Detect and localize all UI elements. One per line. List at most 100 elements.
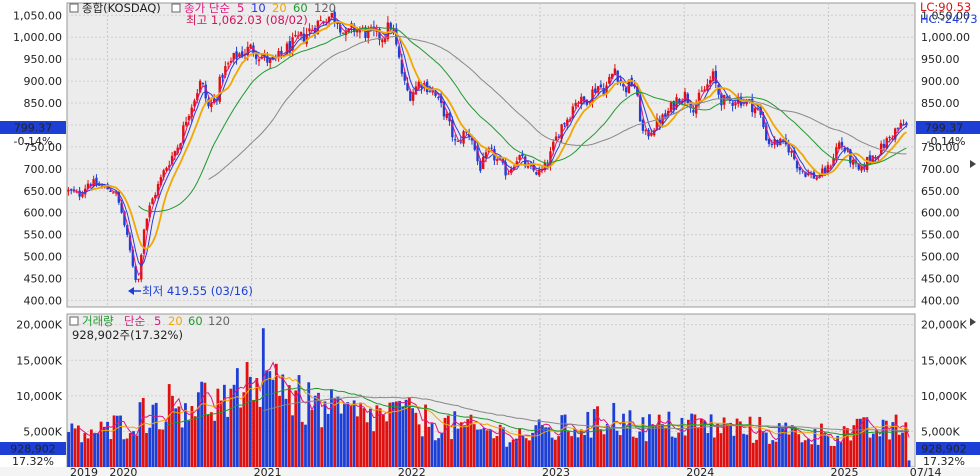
- candle-body: [723, 95, 726, 105]
- candle-body: [218, 76, 221, 102]
- candle-body: [367, 28, 370, 39]
- candle-body: [871, 155, 874, 163]
- volume-bar: [677, 432, 681, 467]
- candle-body: [173, 151, 177, 156]
- candle-body: [731, 103, 734, 106]
- volume-bar: [485, 430, 489, 467]
- scroll-right-icon[interactable]: [970, 318, 976, 326]
- candle-body: [512, 166, 516, 169]
- volume-bar: [625, 427, 629, 467]
- volume-bar: [229, 388, 233, 467]
- candle-body: [226, 63, 230, 65]
- candle-body: [798, 166, 802, 171]
- candle-body: [680, 100, 684, 104]
- volume-bar: [531, 432, 535, 467]
- candle-body: [748, 99, 751, 101]
- volume-bar: [443, 417, 447, 467]
- volume-bar: [842, 426, 846, 467]
- candle-body: [131, 249, 135, 267]
- current-volume-pct-right: 17.32%: [923, 455, 965, 468]
- volume-bar: [683, 435, 687, 467]
- candle-body: [109, 190, 112, 192]
- candle-body: [496, 159, 499, 161]
- x-tick-label: 2022: [398, 466, 426, 476]
- candle-body: [302, 33, 306, 42]
- volume-bar: [349, 406, 353, 467]
- volume-bar: [511, 439, 515, 467]
- candle-body: [857, 164, 860, 170]
- price-y-tick-left: 1,050.00: [13, 9, 62, 22]
- hc-readout: HC:-24.73: [920, 12, 978, 26]
- candle-body: [142, 229, 146, 254]
- volume-bar: [901, 432, 904, 467]
- price-ma-line: [138, 26, 907, 212]
- volume-bar: [193, 416, 197, 467]
- price-y-tick-left: 750.00: [24, 141, 63, 154]
- volume-bar: [781, 428, 784, 467]
- volume-bar: [174, 408, 178, 467]
- candle-body: [835, 147, 838, 159]
- volume-ma-period-60: 60: [188, 314, 203, 328]
- candle-body: [84, 188, 87, 195]
- candle-body: [154, 195, 157, 199]
- volume-y-tick-left: 10,000K: [16, 390, 62, 403]
- candle-body: [305, 33, 308, 44]
- candle-body: [902, 123, 905, 125]
- legend-toggle-box[interactable]: [69, 3, 79, 13]
- volume-bar: [719, 433, 723, 467]
- candle-body: [176, 147, 179, 154]
- volume-bar-series: [67, 328, 911, 467]
- candle-body: [751, 98, 754, 113]
- volume-bar: [583, 435, 586, 467]
- price-moving-averages: [73, 16, 907, 277]
- volume-bar: [498, 424, 502, 467]
- volume-ma-period-120: 120: [208, 314, 230, 328]
- volume-bar: [761, 431, 765, 467]
- candle-body: [193, 100, 196, 107]
- volume-bar: [86, 438, 90, 467]
- candle-body: [865, 156, 869, 171]
- price-y-tick-right: 700.00: [921, 163, 960, 176]
- current-price-left: 799.37: [14, 122, 53, 135]
- volume-bar: [518, 428, 522, 467]
- volume-bar: [508, 442, 512, 467]
- candle-body: [126, 224, 129, 235]
- x-tick-label: 2023: [542, 466, 570, 476]
- ma-legend-period-10: 10: [251, 1, 266, 15]
- volume-bar: [401, 406, 405, 467]
- candle-body: [465, 131, 468, 133]
- candle-body: [591, 89, 594, 104]
- candle-body: [112, 192, 115, 194]
- candle-body: [557, 136, 561, 138]
- candle-body: [336, 22, 339, 24]
- current-price-right: 799.37: [925, 122, 964, 135]
- volume-bar: [70, 423, 74, 467]
- candle-body: [434, 92, 437, 96]
- candle-body: [235, 51, 238, 59]
- price-ma-line: [90, 20, 907, 250]
- volume-subtitle: 928,902주(17.32%): [72, 328, 183, 342]
- volume-y-tick-left: 5,000K: [23, 425, 62, 438]
- volume-legend-toggle[interactable]: [69, 316, 79, 326]
- ma-toggle-box[interactable]: [171, 3, 181, 13]
- volume-bar: [158, 429, 161, 467]
- current-price-tag-left: [0, 121, 66, 134]
- low-price-note: 최저 419.55 (03/16): [142, 284, 253, 298]
- volume-bar: [145, 433, 148, 467]
- candle-body: [411, 92, 415, 101]
- volume-bar: [547, 427, 551, 467]
- candle-body: [72, 189, 76, 192]
- volume-bar: [553, 439, 557, 467]
- volume-bar: [122, 439, 126, 467]
- volume-bar: [381, 414, 385, 467]
- candle-body: [403, 72, 406, 81]
- volume-bar: [537, 419, 541, 467]
- volume-bar: [589, 437, 593, 467]
- volume-bar: [252, 399, 255, 467]
- volume-bar: [326, 413, 330, 467]
- candle-body: [762, 116, 765, 128]
- volume-bar: [618, 435, 622, 467]
- volume-bar: [667, 411, 671, 467]
- volume-bar: [904, 422, 908, 467]
- price-scroll-icon[interactable]: [970, 160, 976, 168]
